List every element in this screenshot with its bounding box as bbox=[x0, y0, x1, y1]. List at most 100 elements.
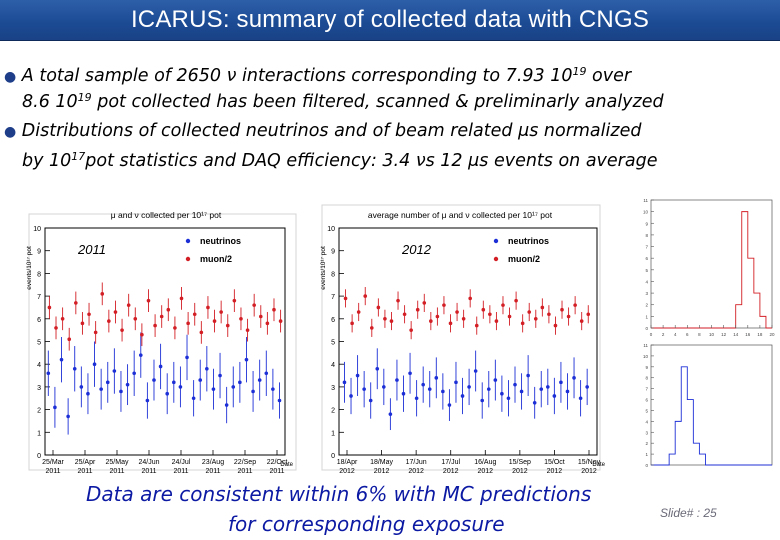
y-tick-label: 0 bbox=[37, 453, 41, 460]
y-tick-label: 8 bbox=[645, 233, 648, 238]
neutrino-point bbox=[572, 376, 576, 380]
bullet-2-line-1: ● Distributions of collected neutrinos a… bbox=[4, 119, 641, 144]
y-tick-label: 4 bbox=[331, 362, 335, 369]
muon-point bbox=[514, 298, 518, 303]
neutrino-point bbox=[421, 382, 425, 387]
x-tick-label: 2012 bbox=[374, 468, 390, 475]
y-tick-label: 7 bbox=[645, 245, 648, 250]
muon-point bbox=[219, 310, 223, 314]
legend-marker bbox=[493, 238, 499, 244]
muon-point bbox=[566, 314, 571, 319]
y-tick-label: 0 bbox=[645, 326, 648, 331]
x-tick-label: 2011 bbox=[109, 468, 124, 475]
neutrino-point bbox=[224, 403, 229, 407]
y-tick-label: 9 bbox=[331, 249, 335, 256]
muon-point bbox=[389, 319, 394, 323]
neutrino-point bbox=[434, 376, 439, 380]
neutrino-point bbox=[493, 378, 498, 382]
x-tick-label: 2012 bbox=[581, 468, 597, 475]
x-tick-label: 15/Nov bbox=[578, 459, 601, 466]
neutrino-point bbox=[349, 394, 353, 398]
y-tick-label: 11 bbox=[643, 198, 648, 203]
neutrino-point bbox=[185, 355, 189, 360]
neutrino-point bbox=[408, 371, 412, 376]
muon-point bbox=[212, 319, 217, 323]
bullet-1-text-b: interactions corresponding to 7.93 10 bbox=[236, 66, 573, 86]
x-tick-label: 2011 bbox=[269, 468, 284, 475]
x-tick-label: 16/Aug bbox=[474, 459, 496, 466]
neutrino-point bbox=[480, 398, 485, 403]
chart-title: average number of μ and ν collected per … bbox=[368, 210, 553, 220]
neutrino-point bbox=[585, 385, 589, 389]
legend-label: muon/2 bbox=[200, 254, 232, 264]
y-tick-label: 8 bbox=[331, 271, 335, 278]
x-axis-label: Date bbox=[280, 462, 293, 468]
bullet-2-text-e: 12 bbox=[434, 151, 469, 171]
muon-point bbox=[199, 330, 204, 335]
bullet-2-text-b: normalized bbox=[538, 121, 642, 141]
y-tick-label: 3 bbox=[645, 430, 648, 435]
x-tick-label: 4 bbox=[674, 332, 677, 337]
x-tick-label: 14 bbox=[733, 332, 739, 337]
neutrino-point bbox=[532, 400, 537, 405]
muon-point bbox=[415, 307, 420, 312]
muon-point bbox=[494, 319, 499, 323]
x-tick-label: 2012 bbox=[408, 468, 424, 475]
muon-point bbox=[501, 303, 505, 307]
muon-point bbox=[278, 319, 283, 323]
muon-point bbox=[533, 317, 538, 321]
muon-point bbox=[461, 317, 466, 321]
neutrino-point bbox=[467, 385, 471, 389]
y-tick-label: 11 bbox=[643, 343, 648, 348]
neutrino-point bbox=[244, 357, 249, 362]
muon-point bbox=[258, 314, 263, 319]
x-tick-label: 17/Jul bbox=[441, 459, 460, 466]
muon-point bbox=[442, 303, 446, 307]
bullet-1-text-e: pot collected has been filtered, scanned… bbox=[91, 92, 664, 112]
neutrino-point bbox=[251, 389, 255, 394]
neutrino-point bbox=[539, 387, 544, 391]
y-tick-label: 9 bbox=[645, 221, 648, 226]
neutrino-point bbox=[99, 387, 103, 391]
x-tick-label: 2012 bbox=[512, 468, 528, 475]
neutrino-point bbox=[165, 391, 170, 396]
bullet-1-text-d: 8.6 10 bbox=[22, 92, 78, 112]
y-tick-label: 2 bbox=[645, 441, 648, 446]
muon-point bbox=[179, 296, 184, 301]
year-annotation: 2012 bbox=[401, 242, 432, 257]
x-tick-label: 22/Oct bbox=[267, 459, 288, 466]
histogram-frame bbox=[650, 199, 773, 329]
muon-point bbox=[422, 301, 427, 305]
y-tick-label: 4 bbox=[37, 362, 41, 369]
x-tick-label: 2011 bbox=[77, 468, 92, 475]
muon-point bbox=[350, 321, 354, 326]
muon-point bbox=[133, 317, 138, 321]
neutrino-point bbox=[86, 391, 90, 396]
x-tick-label: 2012 bbox=[477, 468, 493, 475]
y-tick-label: 5 bbox=[331, 340, 335, 347]
neutrino-point bbox=[559, 380, 563, 385]
y-tick-label: 0 bbox=[331, 453, 335, 460]
neutrino-point bbox=[362, 387, 366, 391]
muon-point bbox=[206, 305, 210, 310]
y-tick-label: 7 bbox=[37, 294, 41, 301]
mu-symbol: μs bbox=[468, 151, 489, 171]
y-tick-label: 10 bbox=[327, 226, 335, 233]
muon-point bbox=[402, 312, 407, 317]
x-tick-label: 15/Oct bbox=[544, 459, 565, 466]
neutrino-point bbox=[178, 385, 183, 389]
neutrino-point bbox=[79, 385, 84, 389]
x-tick-label: 17/Jun bbox=[406, 459, 427, 466]
x-tick-label: 2012 bbox=[547, 468, 563, 475]
muon-point bbox=[481, 307, 486, 312]
neutrino-point bbox=[486, 387, 491, 391]
y-tick-label: 9 bbox=[645, 365, 648, 370]
y-tick-label: 6 bbox=[331, 317, 335, 324]
muon-point bbox=[520, 321, 525, 326]
neutrino-point bbox=[526, 373, 530, 378]
x-tick-label: 15/Sep bbox=[509, 459, 531, 466]
neutrino-point bbox=[72, 366, 77, 371]
y-tick-label: 7 bbox=[645, 387, 648, 392]
bullet-dot-icon: ● bbox=[4, 69, 17, 85]
mu-symbol: μs bbox=[518, 121, 539, 141]
